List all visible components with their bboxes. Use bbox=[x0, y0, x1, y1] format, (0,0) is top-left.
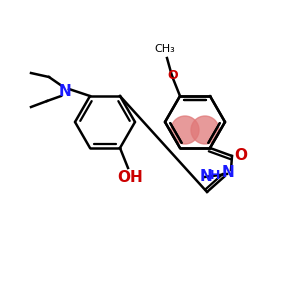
Text: O: O bbox=[168, 68, 178, 82]
Circle shape bbox=[171, 116, 199, 144]
Text: O: O bbox=[235, 148, 248, 164]
Text: N: N bbox=[222, 166, 234, 181]
Text: OH: OH bbox=[117, 170, 143, 185]
Text: N: N bbox=[200, 169, 212, 184]
Circle shape bbox=[191, 116, 219, 144]
Text: N: N bbox=[58, 83, 71, 98]
Text: CH₃: CH₃ bbox=[154, 44, 176, 54]
Text: H: H bbox=[210, 169, 220, 182]
